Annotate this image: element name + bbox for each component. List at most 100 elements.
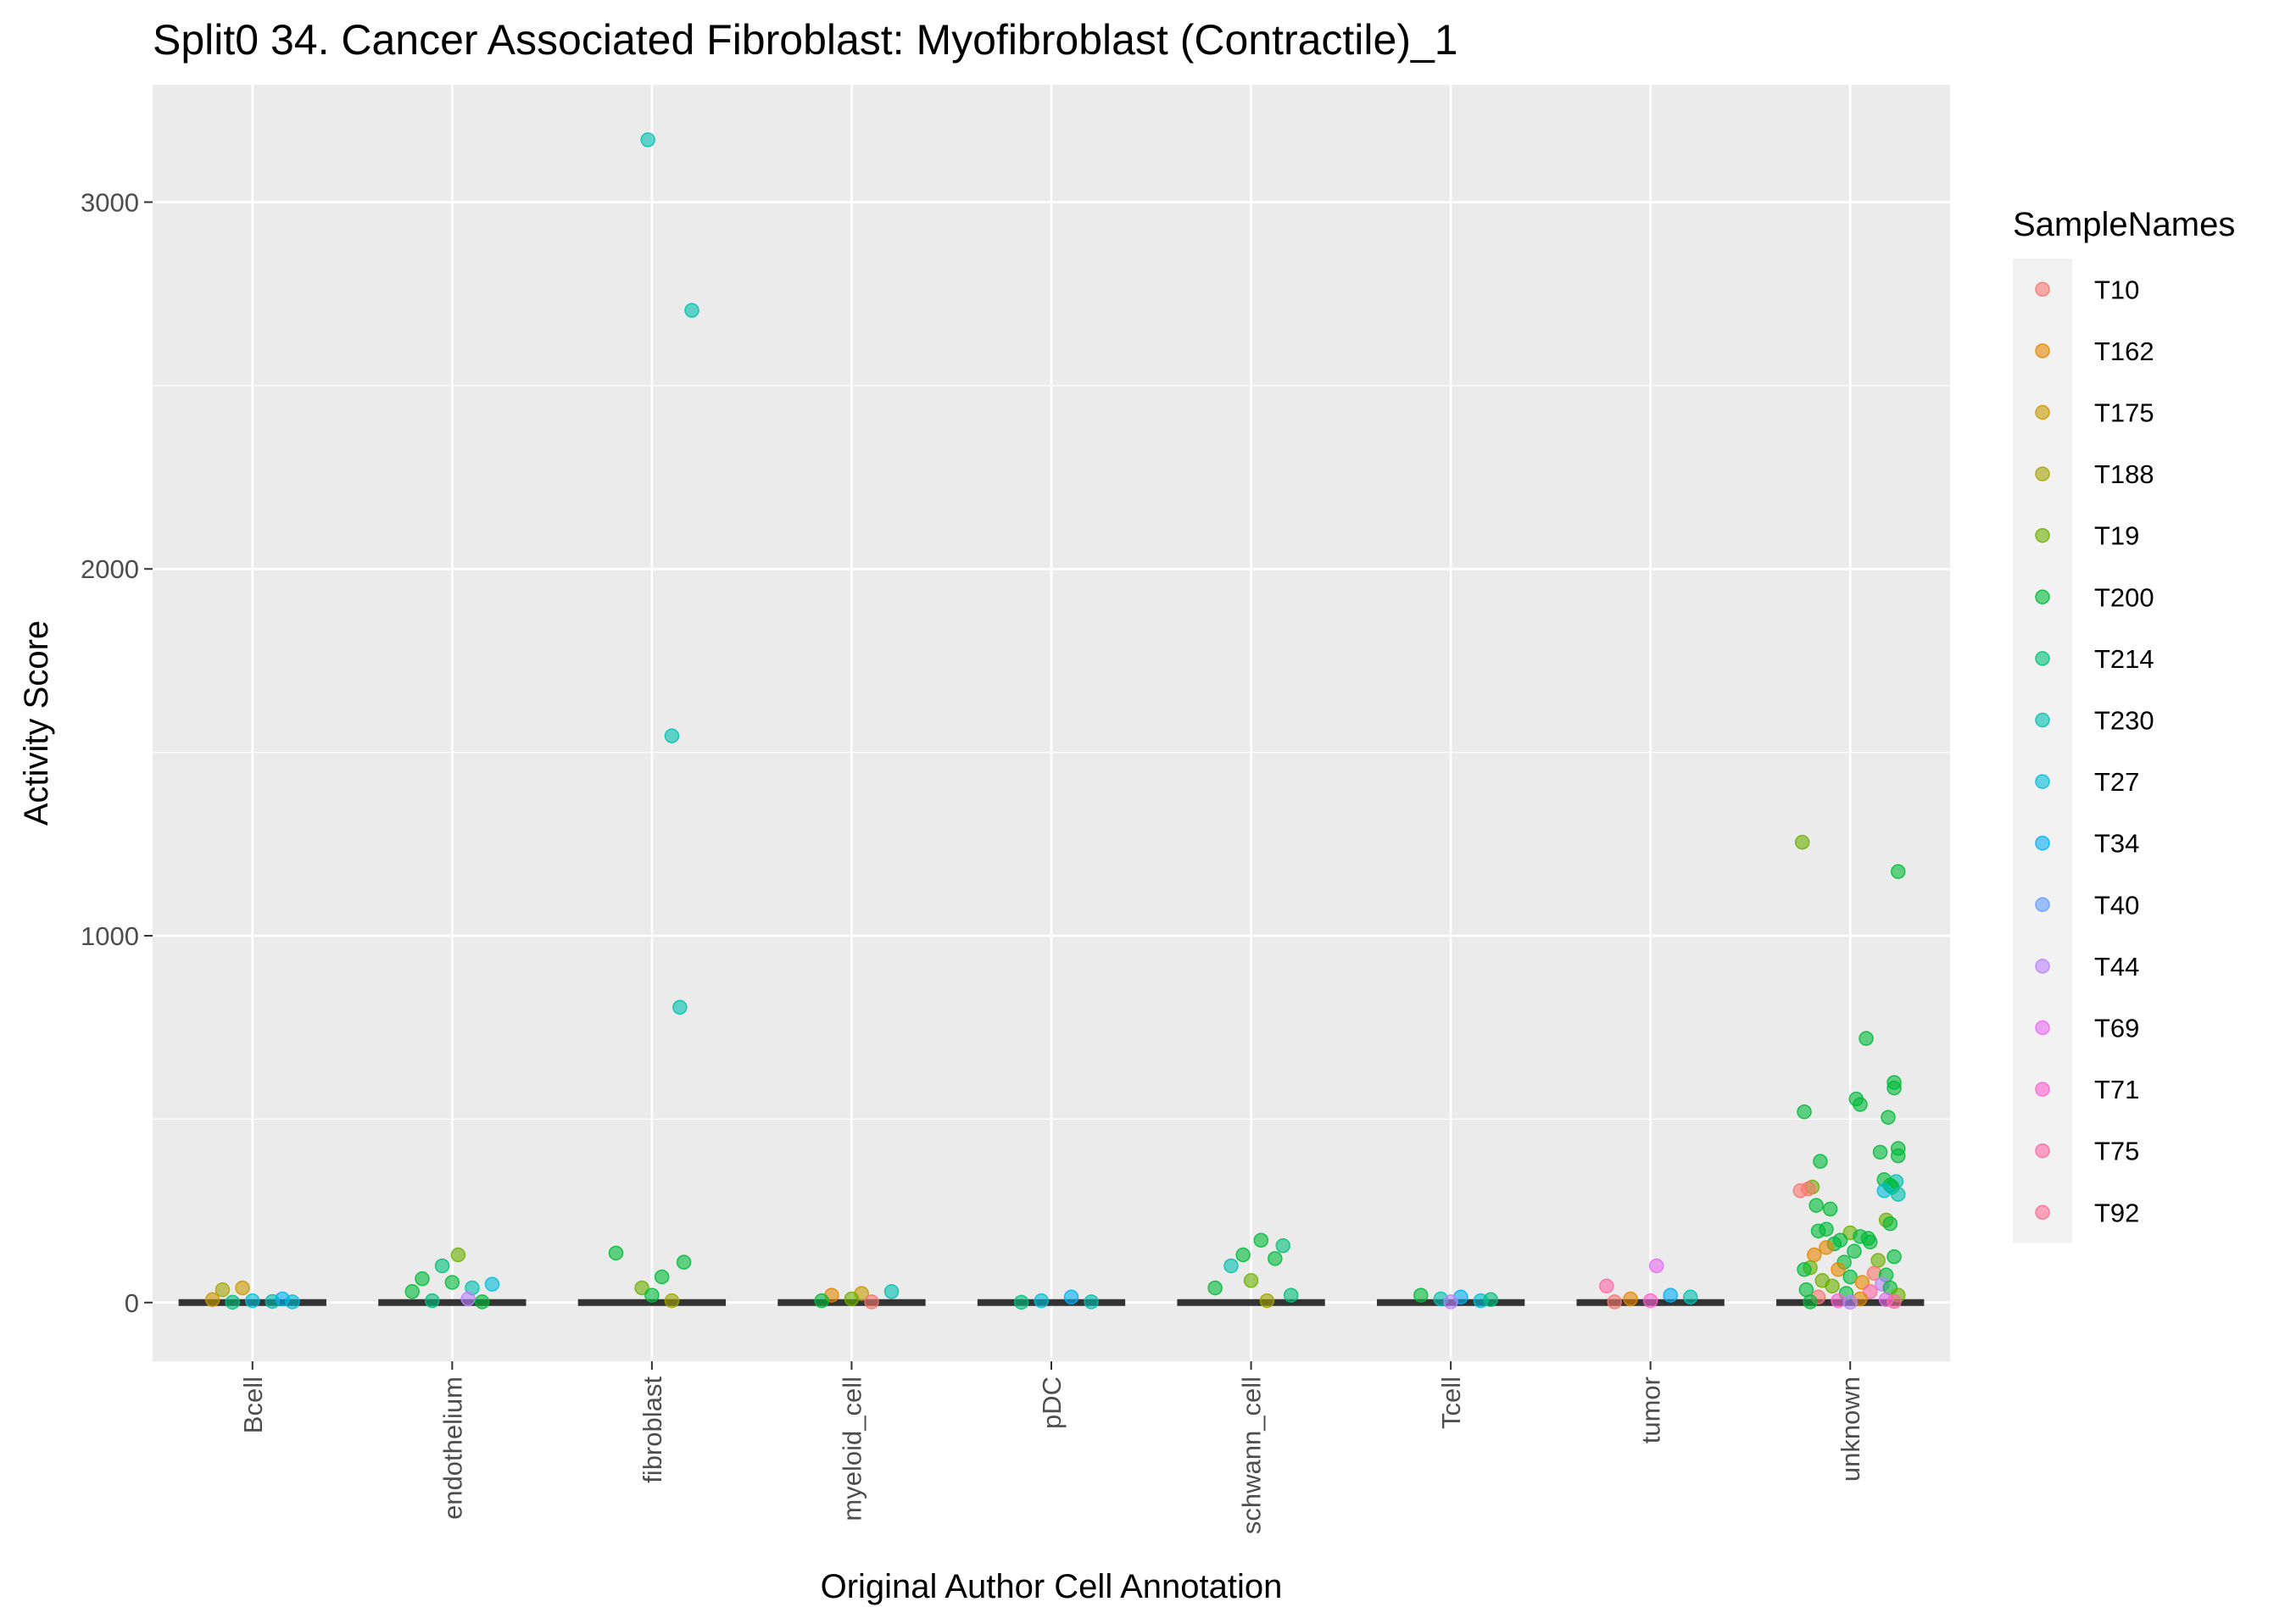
y-axis-title: Activity Score xyxy=(18,620,55,826)
legend-key xyxy=(2035,589,2050,605)
box-layer xyxy=(178,1299,1925,1306)
legend-key xyxy=(2035,774,2050,789)
data-point xyxy=(1223,1258,1239,1274)
data-point xyxy=(644,1288,660,1303)
data-point xyxy=(1084,1294,1099,1310)
data-point xyxy=(640,132,655,147)
x-tick-label: endothelium xyxy=(437,1377,467,1520)
data-point xyxy=(1648,1258,1664,1274)
data-point xyxy=(634,1280,649,1296)
data-point xyxy=(1863,1284,1878,1299)
legend-key xyxy=(2035,343,2050,359)
data-point xyxy=(1797,1262,1812,1277)
data-point xyxy=(1808,1198,1824,1213)
data-point xyxy=(1683,1289,1698,1305)
data-point xyxy=(1013,1294,1029,1310)
data-point xyxy=(1891,864,1906,880)
legend-label: T10 xyxy=(2094,275,2139,304)
data-point xyxy=(1891,1187,1906,1202)
data-point xyxy=(1623,1291,1638,1307)
legend-key xyxy=(2035,959,2050,974)
axis-layer: 0 1000 2000 3000 Bcell endothelium fibroblast m… xyxy=(81,187,1865,1534)
data-point xyxy=(1803,1294,1818,1310)
data-point xyxy=(608,1245,624,1261)
legend-key xyxy=(2035,1204,2050,1221)
data-point xyxy=(1810,1223,1826,1239)
data-point xyxy=(444,1275,460,1290)
data-point xyxy=(1642,1293,1658,1309)
data-point xyxy=(434,1258,450,1274)
data-point xyxy=(1253,1232,1269,1248)
legend-label: T230 xyxy=(2094,706,2154,736)
data-point xyxy=(1813,1154,1828,1169)
data-point xyxy=(425,1293,440,1309)
data-point xyxy=(1825,1278,1840,1294)
x-tick-label: unknown xyxy=(1836,1377,1865,1482)
data-point xyxy=(1259,1293,1275,1309)
data-point xyxy=(1891,1148,1906,1164)
data-point xyxy=(1881,1110,1896,1125)
data-point xyxy=(1831,1262,1846,1277)
data-point xyxy=(1876,1183,1892,1199)
x-tick-label: tumor xyxy=(1636,1377,1666,1443)
data-point xyxy=(1413,1288,1429,1303)
legend: SampleNames T10 T162 T175 T188 T19 T200 T214 T2… xyxy=(2013,206,2235,1243)
legend-key xyxy=(2035,466,2050,481)
legend-label: T162 xyxy=(2094,336,2154,366)
data-point xyxy=(1872,1144,1888,1160)
data-point xyxy=(844,1291,860,1307)
data-point xyxy=(1853,1097,1868,1112)
data-point xyxy=(1870,1253,1886,1268)
data-point xyxy=(1235,1247,1251,1263)
data-point xyxy=(235,1280,250,1296)
data-point xyxy=(1268,1251,1283,1266)
point-layer xyxy=(204,132,1906,1310)
legend-label: T27 xyxy=(2094,767,2139,797)
x-tick-label: myeloid_cell xyxy=(837,1377,867,1521)
data-point xyxy=(1847,1243,1862,1259)
legend-label: T71 xyxy=(2094,1075,2139,1104)
data-point xyxy=(1663,1288,1678,1303)
x-tick-label: Bcell xyxy=(238,1377,268,1433)
data-point xyxy=(1607,1294,1623,1310)
data-point xyxy=(676,1254,692,1270)
data-point xyxy=(1886,1080,1902,1096)
x-tick-label: fibroblast xyxy=(638,1377,667,1483)
data-point xyxy=(1822,1201,1838,1217)
legend-key xyxy=(2035,527,2050,543)
data-point xyxy=(1797,1104,1812,1120)
legend-label: T200 xyxy=(2094,582,2154,612)
legend-label: T40 xyxy=(2094,890,2139,920)
boxplot-pDC xyxy=(977,1299,1126,1306)
y-tick-label: 0 xyxy=(125,1288,139,1318)
data-point xyxy=(1807,1247,1822,1263)
data-point xyxy=(484,1276,500,1292)
data-point xyxy=(814,1293,829,1309)
data-point xyxy=(684,303,699,318)
data-point xyxy=(285,1294,300,1310)
legend-label: T44 xyxy=(2094,952,2139,982)
boxplot-schwann_cell xyxy=(1177,1299,1325,1306)
data-point xyxy=(664,728,680,743)
boxplot-endothelium xyxy=(378,1299,527,1306)
data-point xyxy=(1863,1234,1878,1250)
legend-key xyxy=(2035,1082,2050,1097)
y-tick-label: 3000 xyxy=(81,187,139,217)
legend-key-background xyxy=(2013,259,2072,1243)
legend-key xyxy=(2035,897,2050,913)
data-point xyxy=(654,1269,670,1285)
data-point xyxy=(672,999,688,1015)
data-point xyxy=(664,1293,680,1309)
legend-key xyxy=(2035,651,2050,666)
data-point xyxy=(1819,1240,1834,1255)
data-point xyxy=(225,1294,240,1310)
legend-label: T214 xyxy=(2094,644,2154,674)
legend-label: T75 xyxy=(2094,1137,2139,1166)
data-point xyxy=(1034,1293,1049,1309)
y-tick-label: 1000 xyxy=(81,921,139,951)
data-point xyxy=(1801,1181,1816,1197)
legend-key xyxy=(2035,404,2050,420)
data-point xyxy=(215,1282,231,1298)
data-point xyxy=(1599,1278,1614,1294)
